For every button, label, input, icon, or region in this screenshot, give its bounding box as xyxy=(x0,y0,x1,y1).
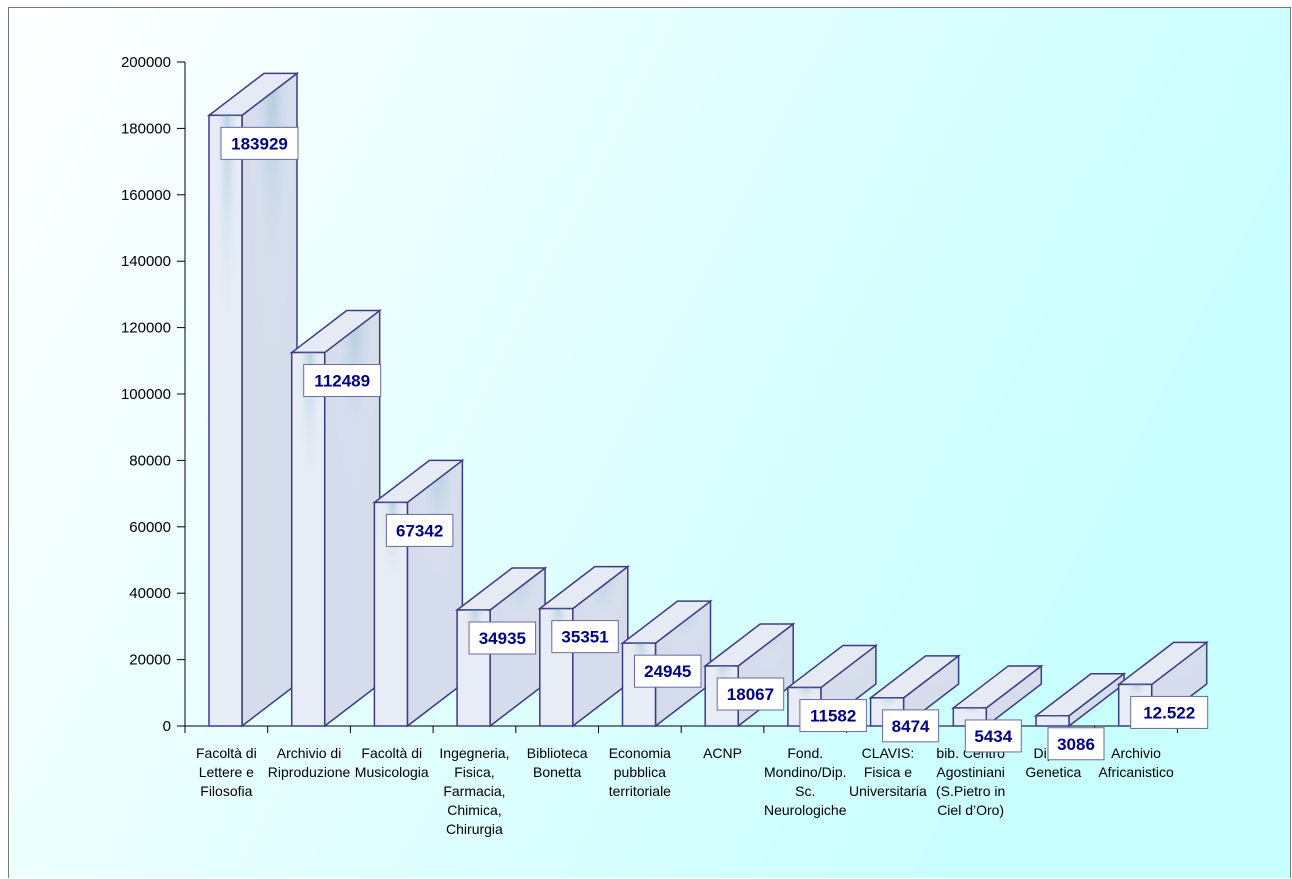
bar xyxy=(209,73,297,726)
x-category-label: Facoltà di Lettere e Filosofia xyxy=(196,745,257,799)
data-label: 11582 xyxy=(800,700,867,732)
data-label-text: 35351 xyxy=(561,628,608,647)
bar-front-sheen xyxy=(292,353,325,726)
bar-side-sheen xyxy=(407,460,462,726)
data-label: 183929 xyxy=(221,127,298,159)
data-label: 3086 xyxy=(1048,728,1104,760)
y-tick-label: 20000 xyxy=(129,652,171,669)
x-category-label: ACNP xyxy=(703,745,742,761)
y-tick-label: 40000 xyxy=(129,585,171,602)
y-tick-label: 120000 xyxy=(121,320,171,337)
bar xyxy=(374,460,462,726)
y-tick-label: 0 xyxy=(163,718,171,735)
data-label: 24945 xyxy=(635,655,702,687)
y-tick-label: 100000 xyxy=(121,386,171,403)
bar-front-sheen xyxy=(1036,716,1069,726)
y-tick-label: 200000 xyxy=(121,54,171,71)
y-tick-label: 140000 xyxy=(121,253,171,270)
data-label: 5434 xyxy=(965,720,1021,752)
data-label-text: 183929 xyxy=(231,134,288,153)
data-label-text: 67342 xyxy=(396,521,443,540)
data-label-text: 34935 xyxy=(479,629,526,648)
data-label-text: 112489 xyxy=(314,372,370,391)
data-label-text: 3086 xyxy=(1057,735,1095,754)
data-label: 67342 xyxy=(386,514,453,546)
y-tick-label: 160000 xyxy=(121,187,171,204)
data-label: 8474 xyxy=(883,710,939,742)
x-category-label: Ingegneria, Fisica, Farmacia, Chimica, Chiru… xyxy=(439,745,509,837)
data-label-text: 8474 xyxy=(892,717,930,736)
data-label: 12.522 xyxy=(1131,696,1208,728)
data-label: 34935 xyxy=(469,622,535,654)
y-tick-label: 80000 xyxy=(129,452,171,469)
data-label-text: 12.522 xyxy=(1143,703,1195,722)
data-label-text: 24945 xyxy=(644,662,691,681)
data-label-text: 5434 xyxy=(974,727,1012,746)
y-tick-label: 60000 xyxy=(129,519,171,536)
data-label: 18067 xyxy=(717,678,784,710)
bar-side-sheen xyxy=(242,73,297,726)
data-label-text: 11582 xyxy=(810,707,856,726)
data-label: 112489 xyxy=(304,365,381,397)
bar-front-sheen xyxy=(209,115,242,726)
data-label: 35351 xyxy=(552,621,619,653)
y-tick-label: 180000 xyxy=(121,120,171,137)
x-category-label: Economia pubblica territoriale xyxy=(609,745,671,799)
data-label-text: 18067 xyxy=(727,685,774,704)
